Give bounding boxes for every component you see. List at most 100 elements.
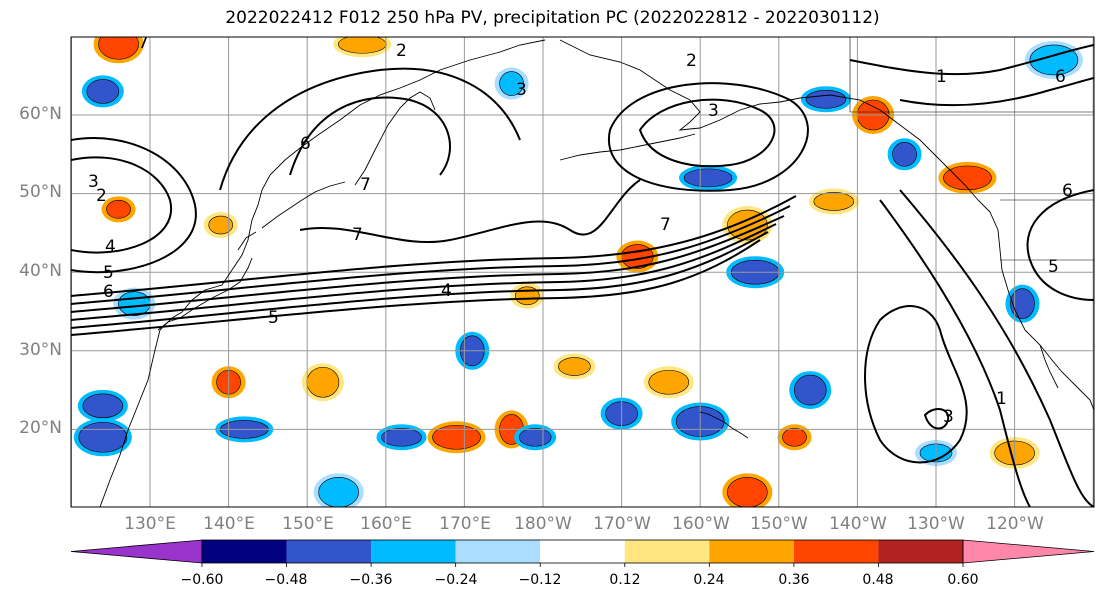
colorbar-extend-low: [70, 539, 203, 564]
negative-precip-anomaly: [376, 424, 427, 451]
coastline-kamchatka: [354, 91, 436, 186]
coastline-north-america-west: [989, 211, 1094, 411]
pv-contour-arc-north: [849, 44, 1094, 76]
anomaly-core-shade: [782, 427, 807, 447]
colorbar-tick-label: −0.36: [349, 572, 393, 588]
pv-contour-low-center-2: [607, 82, 809, 192]
negative-precip-anomaly: [77, 389, 128, 422]
lat-label: 40°N: [19, 261, 62, 281]
anomaly-core-shade: [813, 192, 855, 211]
pv-contour-ridge-north-2: [289, 96, 451, 176]
anomaly-core-shade: [106, 200, 131, 219]
pv-label: 6: [103, 282, 114, 302]
pv-contour-jet-1: [71, 239, 761, 336]
colorbar-segment: [709, 540, 794, 563]
positive-precip-anomaly: [808, 188, 859, 215]
anomaly-core-shade: [805, 89, 847, 109]
pv-label: 7: [138, 33, 149, 53]
anomaly-core-shade: [337, 37, 387, 54]
anomaly-core-shade: [82, 393, 124, 419]
pv-contour-high-west-2: [71, 137, 197, 274]
colorbar-segment: [371, 540, 456, 563]
colorbar-tick-label: −0.12: [518, 572, 562, 588]
anomaly-core-shade: [306, 366, 340, 398]
pv-contour-trough-east-2: [879, 199, 1031, 507]
precipitation-shading-layer: [73, 37, 1083, 507]
negative-precip-anomaly: [81, 75, 124, 108]
colorbar-outline: [201, 539, 964, 564]
pv-contour-east-lobe: [1026, 189, 1094, 301]
colorbar-tick-label: −0.48: [264, 572, 308, 588]
pv-label: 1: [936, 67, 947, 87]
colorbar-segment: [202, 540, 287, 563]
lon-label: 140°W: [829, 514, 887, 534]
positive-precip-anomaly: [93, 37, 144, 64]
pv-label: 5: [103, 263, 114, 283]
colorbar: [70, 539, 1095, 567]
anomaly-core-shade: [117, 291, 151, 316]
colorbar-extend-high: [962, 539, 1095, 564]
colorbar-tick-label: −0.60: [180, 572, 224, 588]
pv-label: 5: [268, 308, 279, 328]
lon-label: 130°W: [907, 514, 965, 534]
pv-contour-jet-2: [71, 231, 769, 329]
lat-label: 30°N: [19, 340, 62, 360]
coastline-alaska: [559, 39, 991, 213]
lon-label: 120°W: [986, 514, 1044, 534]
anomaly-core-shade: [499, 71, 524, 96]
colorbar-segment: [624, 540, 710, 563]
negative-precip-anomaly: [789, 371, 832, 410]
coastline-canada-interior: [849, 37, 1094, 261]
colorbar-tick-label: 0.60: [947, 572, 979, 588]
lat-label: 20°N: [19, 418, 62, 438]
positive-precip-anomaly: [333, 37, 392, 58]
pv-label: 4: [441, 281, 452, 301]
lon-label: 170°E: [439, 514, 491, 534]
pv-label: 6: [1055, 67, 1066, 87]
pv-contour-low-center: [638, 98, 776, 168]
colorbar-tick-label: −0.24: [434, 572, 478, 588]
pv-contour-jet-4: [71, 215, 785, 313]
anomaly-core-shade: [432, 424, 481, 450]
lon-label: 180°W: [514, 514, 572, 534]
pv-label: 2: [396, 41, 407, 61]
pv-label: 2: [686, 51, 697, 71]
coastline-baja: [1039, 344, 1059, 389]
pv-label: 2: [96, 186, 107, 206]
positive-precip-anomaly: [643, 366, 694, 399]
coastline-aleutians: [559, 133, 696, 161]
anomaly-core-shade: [78, 421, 128, 453]
pv-label: 7: [352, 225, 363, 245]
positive-precip-anomaly: [427, 421, 486, 454]
pv-contours-layer: [71, 44, 1094, 507]
anomaly-core-shade: [892, 142, 917, 167]
negative-precip-anomaly: [494, 67, 529, 100]
colorbar-tick-label: 0.24: [693, 572, 725, 588]
anomaly-core-shade: [1010, 288, 1035, 319]
pv-contour-jet-3: [71, 223, 777, 321]
pv-label: 4: [105, 237, 116, 257]
coastline-kuril-islands: [261, 181, 346, 229]
anomaly-core-shade: [318, 476, 359, 507]
pv-contour-ridge-north: [219, 67, 521, 191]
figure-title: 2022022412 F012 250 hPa PV, precipitatio…: [225, 8, 880, 28]
colorbar-segment: [878, 540, 963, 563]
anomaly-core-shade: [86, 79, 120, 104]
lat-label: 50°N: [19, 182, 62, 202]
pv-contour-arc-north-2: [899, 77, 1094, 107]
positive-precip-anomaly: [777, 424, 812, 451]
lon-label: 150°E: [282, 514, 334, 534]
pv-contour-trough-east: [899, 189, 1094, 507]
lon-label: 170°W: [593, 514, 651, 534]
positive-precip-anomaly: [203, 212, 238, 239]
anomaly-core-shade: [727, 476, 768, 507]
pv-contour-high-west: [71, 156, 173, 254]
anomaly-core-shade: [208, 215, 234, 235]
positive-precip-anomaly: [510, 282, 545, 309]
pv-label: 1: [996, 389, 1007, 409]
anomaly-core-shade: [98, 37, 139, 60]
positive-precip-anomaly: [722, 473, 773, 507]
colorbar-tick-label: 0.36: [778, 572, 810, 588]
pv-contour-wave: [299, 179, 641, 244]
positive-precip-anomaly: [301, 363, 344, 402]
